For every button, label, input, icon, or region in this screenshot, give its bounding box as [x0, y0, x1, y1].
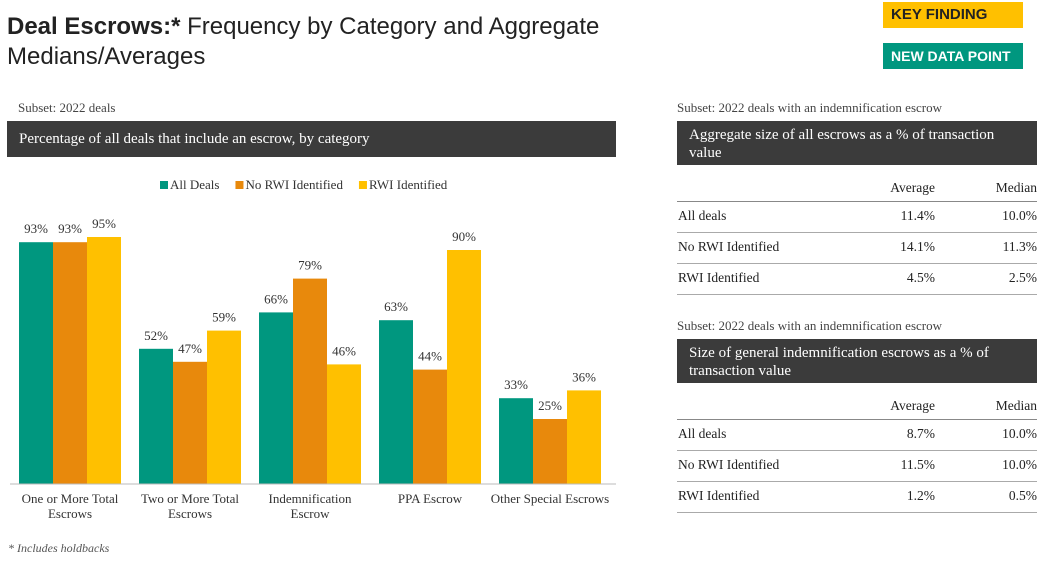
cell-value: 11.4% — [900, 208, 935, 223]
bar — [87, 237, 121, 484]
value-label: 93% — [24, 221, 48, 236]
cell-value: 0.5% — [1008, 488, 1037, 503]
value-label: 59% — [212, 310, 236, 325]
bar — [53, 242, 87, 484]
new-data-badge: NEW DATA POINT — [883, 43, 1023, 69]
cell-value: 14.1% — [900, 239, 935, 254]
rule — [677, 232, 1037, 233]
legend-swatch — [358, 181, 367, 189]
column-header: Average — [890, 398, 935, 413]
bar — [413, 369, 447, 484]
value-label: 36% — [572, 369, 596, 384]
x-tick-label: One or More Total Escrows — [21, 491, 119, 521]
value-label: 46% — [332, 343, 356, 358]
chart-subset: Subset: 2022 deals — [18, 100, 116, 115]
page-title: Deal Escrows:* Frequency by Category and… — [7, 12, 667, 72]
x-tick-label: Other Special Escrows — [490, 491, 610, 506]
value-label: 79% — [298, 258, 322, 273]
bar — [447, 250, 481, 484]
bar — [499, 398, 533, 484]
bar — [533, 419, 567, 484]
legend-swatch — [160, 181, 168, 189]
bar — [173, 361, 207, 484]
value-label: 93% — [58, 221, 82, 236]
row-label: RWI Identified — [678, 270, 760, 285]
cell-value: 11.3% — [1002, 239, 1037, 254]
value-label: 25% — [538, 398, 562, 413]
cell-value: 10.0% — [1002, 208, 1037, 223]
row-label: RWI Identified — [678, 488, 760, 503]
value-label: 47% — [178, 341, 202, 356]
row-label: All deals — [678, 208, 727, 223]
rule — [677, 201, 1037, 202]
rule — [677, 481, 1037, 482]
x-tick-label: Two or More Total Escrows — [141, 491, 239, 521]
bar — [139, 348, 173, 484]
value-label: 95% — [92, 216, 116, 231]
value-label: 44% — [418, 349, 442, 364]
column-header: Median — [995, 398, 1037, 413]
value-label: 52% — [144, 328, 168, 343]
table-title: Aggregate size of all escrows as a % of … — [677, 121, 1037, 165]
cell-value: 1.2% — [906, 488, 935, 503]
legend-label: No RWI Identified — [245, 177, 343, 192]
value-label: 66% — [264, 291, 288, 306]
title-rest: Frequency by Category and Aggregate Medi… — [7, 13, 600, 70]
cell-value: 4.5% — [906, 270, 935, 285]
value-label: 63% — [384, 299, 408, 314]
bar — [19, 242, 53, 484]
cell-value: 8.7% — [906, 426, 935, 441]
table-subset: Subset: 2022 deals with an indemnificati… — [677, 318, 943, 333]
x-tick-label: Indemnification Escrow — [268, 491, 352, 521]
table-title: Size of general indemnification escrows … — [677, 339, 1037, 383]
rule — [677, 294, 1037, 295]
rule — [677, 512, 1037, 513]
bar — [259, 312, 293, 484]
key-finding-badge: KEY FINDING — [883, 2, 1023, 28]
chart-title: Percentage of all deals that include an … — [7, 121, 616, 157]
row-label: No RWI Identified — [678, 239, 780, 254]
rule — [677, 419, 1037, 420]
value-label: 33% — [504, 377, 528, 392]
legend-label: RWI Identified — [369, 177, 448, 192]
bar — [379, 320, 413, 484]
legend-label: All Deals — [170, 177, 219, 192]
bar — [327, 364, 361, 484]
chart: All Deals No RWI Identified RWI Identified… — [10, 177, 616, 485]
title-bold: Deal Escrows:* — [7, 13, 181, 40]
column-header: Average — [890, 180, 935, 195]
row-label: No RWI Identified — [678, 457, 780, 472]
bar — [207, 330, 241, 484]
bar — [567, 390, 601, 484]
rule — [677, 263, 1037, 264]
cell-value: 11.5% — [900, 457, 935, 472]
row-label: All deals — [678, 426, 727, 441]
value-label: 90% — [452, 229, 476, 244]
cell-value: 10.0% — [1002, 426, 1037, 441]
legend-swatch — [235, 181, 244, 189]
rule — [677, 450, 1037, 451]
cell-value: 10.0% — [1002, 457, 1037, 472]
cell-value: 2.5% — [1008, 270, 1037, 285]
column-header: Median — [995, 180, 1037, 195]
bar — [293, 278, 327, 484]
table-subset: Subset: 2022 deals with an indemnificati… — [677, 100, 943, 115]
x-tick-label: PPA Escrow — [397, 491, 463, 506]
footnote: * Includes holdbacks — [8, 541, 110, 555]
